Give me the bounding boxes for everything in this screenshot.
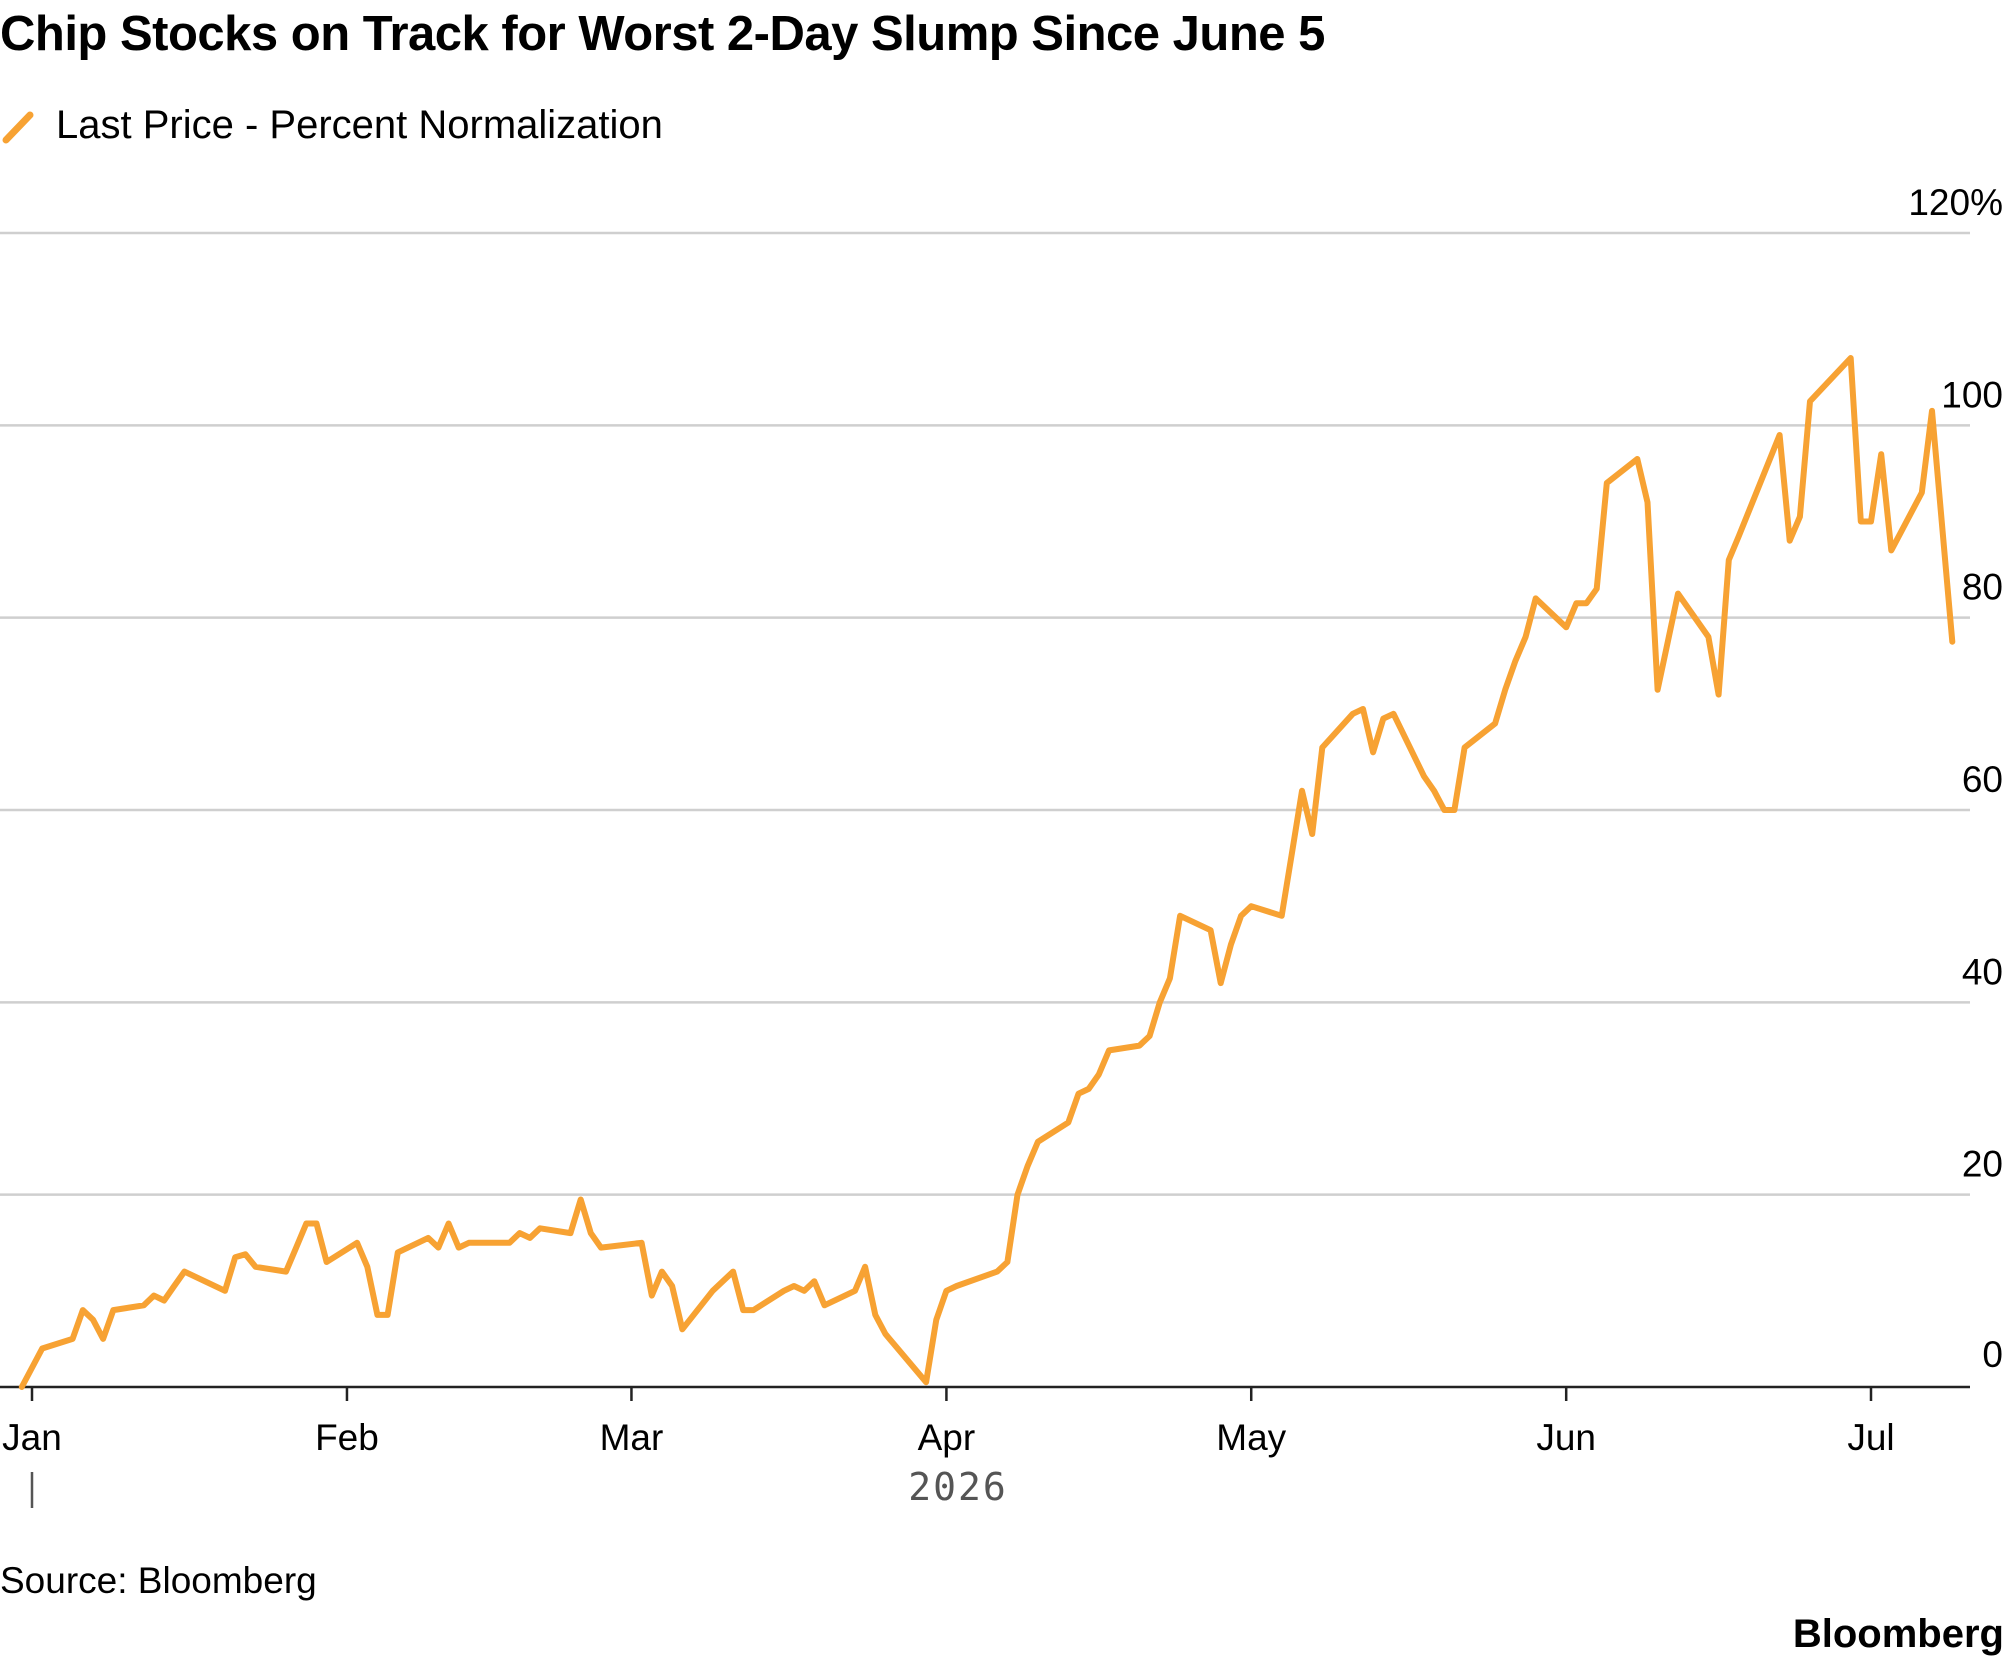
x-tick-label: Jan	[2, 1417, 62, 1458]
y-tick-label: 80	[1962, 567, 2003, 608]
chart-title: Chip Stocks on Track for Worst 2-Day Slu…	[0, 7, 1325, 61]
y-tick-label: 0	[1982, 1334, 2003, 1375]
legend-line-icon	[2, 111, 34, 144]
y-tick-label: 60	[1962, 759, 2003, 800]
y-axis-tick-labels: 0 20 40 60 80 100 120%	[1908, 182, 2003, 1375]
x-tick-label: Feb	[315, 1417, 379, 1458]
x-tick-label: Jul	[1847, 1417, 1894, 1458]
y-tick-label: 20	[1962, 1144, 2003, 1185]
x-tick-label: Mar	[600, 1417, 664, 1458]
y-tick-label: 100	[1941, 374, 2003, 415]
x-tick-label: Jun	[1536, 1417, 1596, 1458]
gridlines	[0, 231, 1970, 1196]
y-tick-label: 120%	[1908, 182, 2003, 223]
x-tick-label: Apr	[918, 1417, 976, 1458]
x-axis: Jan Feb Mar Apr May Jun Jul 2026	[0, 1385, 1970, 1509]
legend: Last Price - Percent Normalization	[0, 100, 663, 150]
year-label: 2026	[908, 1465, 1008, 1509]
series-line	[18, 355, 1956, 1390]
source-note: Source: Bloomberg	[0, 1560, 317, 1601]
y-tick-label: 40	[1962, 951, 2003, 992]
bloomberg-logo: Bloomberg	[1792, 1612, 2004, 1656]
legend-label: Last Price - Percent Normalization	[56, 102, 663, 147]
x-tick-label: May	[1216, 1417, 1286, 1458]
series-layer	[18, 355, 1956, 1390]
